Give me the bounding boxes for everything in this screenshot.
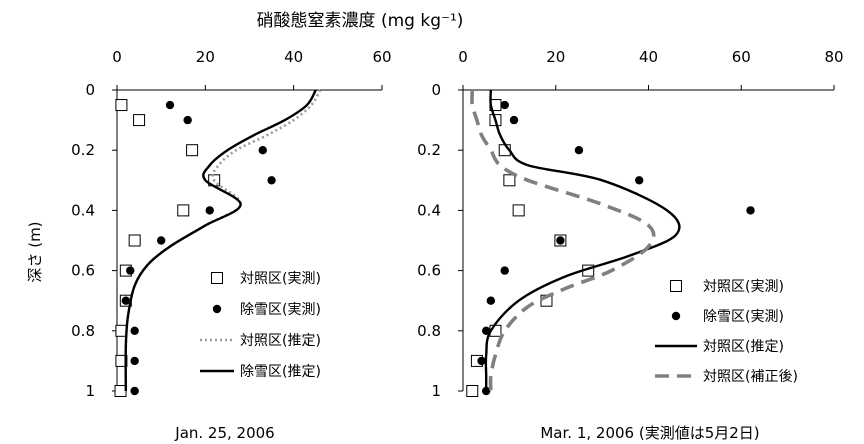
point-square	[466, 385, 479, 397]
legend-label: 対照区(推定)	[703, 339, 784, 355]
x-tick-label: 80	[824, 48, 843, 66]
y-tick-label: 0.8	[71, 322, 95, 340]
x-tick-label: 60	[732, 48, 751, 66]
y-axis-label: 深さ (m)	[26, 221, 44, 282]
legend-label: 対照区(実測)	[703, 279, 784, 295]
point-dot	[556, 236, 565, 245]
y-tick-label: 1	[431, 382, 441, 400]
point-dot	[130, 386, 139, 396]
y-tick-label: 0	[85, 81, 95, 99]
chart-title: 硝酸態窒素濃度 (mg kg⁻¹)	[257, 11, 464, 31]
point-dot	[574, 146, 584, 155]
point-dot	[121, 296, 131, 305]
point-square	[512, 204, 525, 217]
point-dot	[267, 176, 276, 185]
legend-label: 除雪区(実測)	[240, 302, 321, 318]
point-square	[186, 144, 199, 157]
panel-caption: Jan. 25, 2006	[174, 424, 274, 442]
x-tick-label: 20	[196, 48, 215, 66]
legend-label: 対照区(補正後)	[703, 369, 798, 385]
point-square	[114, 385, 127, 397]
point-dot	[126, 266, 135, 275]
legend-label: 対照区(推定)	[240, 333, 321, 349]
y-tick-label: 0.8	[417, 322, 441, 340]
y-tick-label: 0.6	[71, 262, 95, 280]
y-tick-label: 0.4	[71, 201, 95, 219]
point-dot	[130, 326, 139, 335]
x-tick-label: 40	[284, 48, 303, 66]
series-line	[124, 89, 317, 392]
point-dot	[205, 206, 214, 215]
plot-right: 0 20 40 60 80 0 0.2 0.4 0.6 0.8 1 対照区(実測) 除雪区(実測) 対照区…	[417, 48, 843, 442]
point-dot	[481, 326, 491, 335]
x-tick-label: 0	[112, 48, 122, 66]
point-square	[128, 234, 141, 247]
x-tick-label: 40	[639, 48, 658, 66]
legend-label: 除雪区(推定)	[240, 364, 321, 380]
y-tick-label: 0.2	[71, 141, 95, 159]
legend-marker-dot	[671, 311, 681, 321]
point-dot	[500, 100, 509, 110]
point-dot	[486, 296, 496, 305]
series-line	[470, 89, 656, 392]
y-tick-label: 0.6	[417, 262, 441, 280]
x-tick-label: 0	[458, 48, 468, 66]
panel-caption: Mar. 1, 2006 (実測値は5月2日)	[540, 424, 759, 442]
y-tick-label: 0	[431, 81, 441, 99]
legend-marker-square	[670, 280, 682, 292]
point-square	[133, 114, 146, 127]
point-dot	[165, 100, 175, 110]
legend-label: 対照区(実測)	[240, 271, 321, 287]
point-dot	[130, 356, 139, 366]
point-dot	[509, 115, 519, 125]
point-dot	[746, 206, 755, 215]
legend-marker-dot	[212, 304, 222, 314]
y-tick-label: 0.4	[417, 201, 441, 219]
series-line	[484, 89, 681, 391]
plot-left: 0 20 40 60 0 0.2 0.4 0.6 0.8 1 対照区(実測) 除雪区(実測) 対照区(推…	[71, 48, 391, 442]
point-square	[115, 99, 128, 112]
point-dot	[258, 146, 267, 155]
x-tick-label: 60	[372, 48, 391, 66]
point-dot	[156, 236, 166, 245]
legend-label: 除雪区(実測)	[703, 309, 784, 325]
y-tick-label: 0.2	[417, 141, 441, 159]
point-dot	[500, 266, 509, 275]
point-dot	[635, 176, 644, 185]
point-square	[503, 174, 516, 187]
y-tick-label: 1	[85, 382, 95, 400]
point-square	[177, 204, 190, 217]
point-dot	[477, 356, 486, 366]
x-tick-label: 20	[546, 48, 565, 66]
legend-marker-square	[211, 272, 223, 284]
point-dot	[183, 115, 192, 125]
